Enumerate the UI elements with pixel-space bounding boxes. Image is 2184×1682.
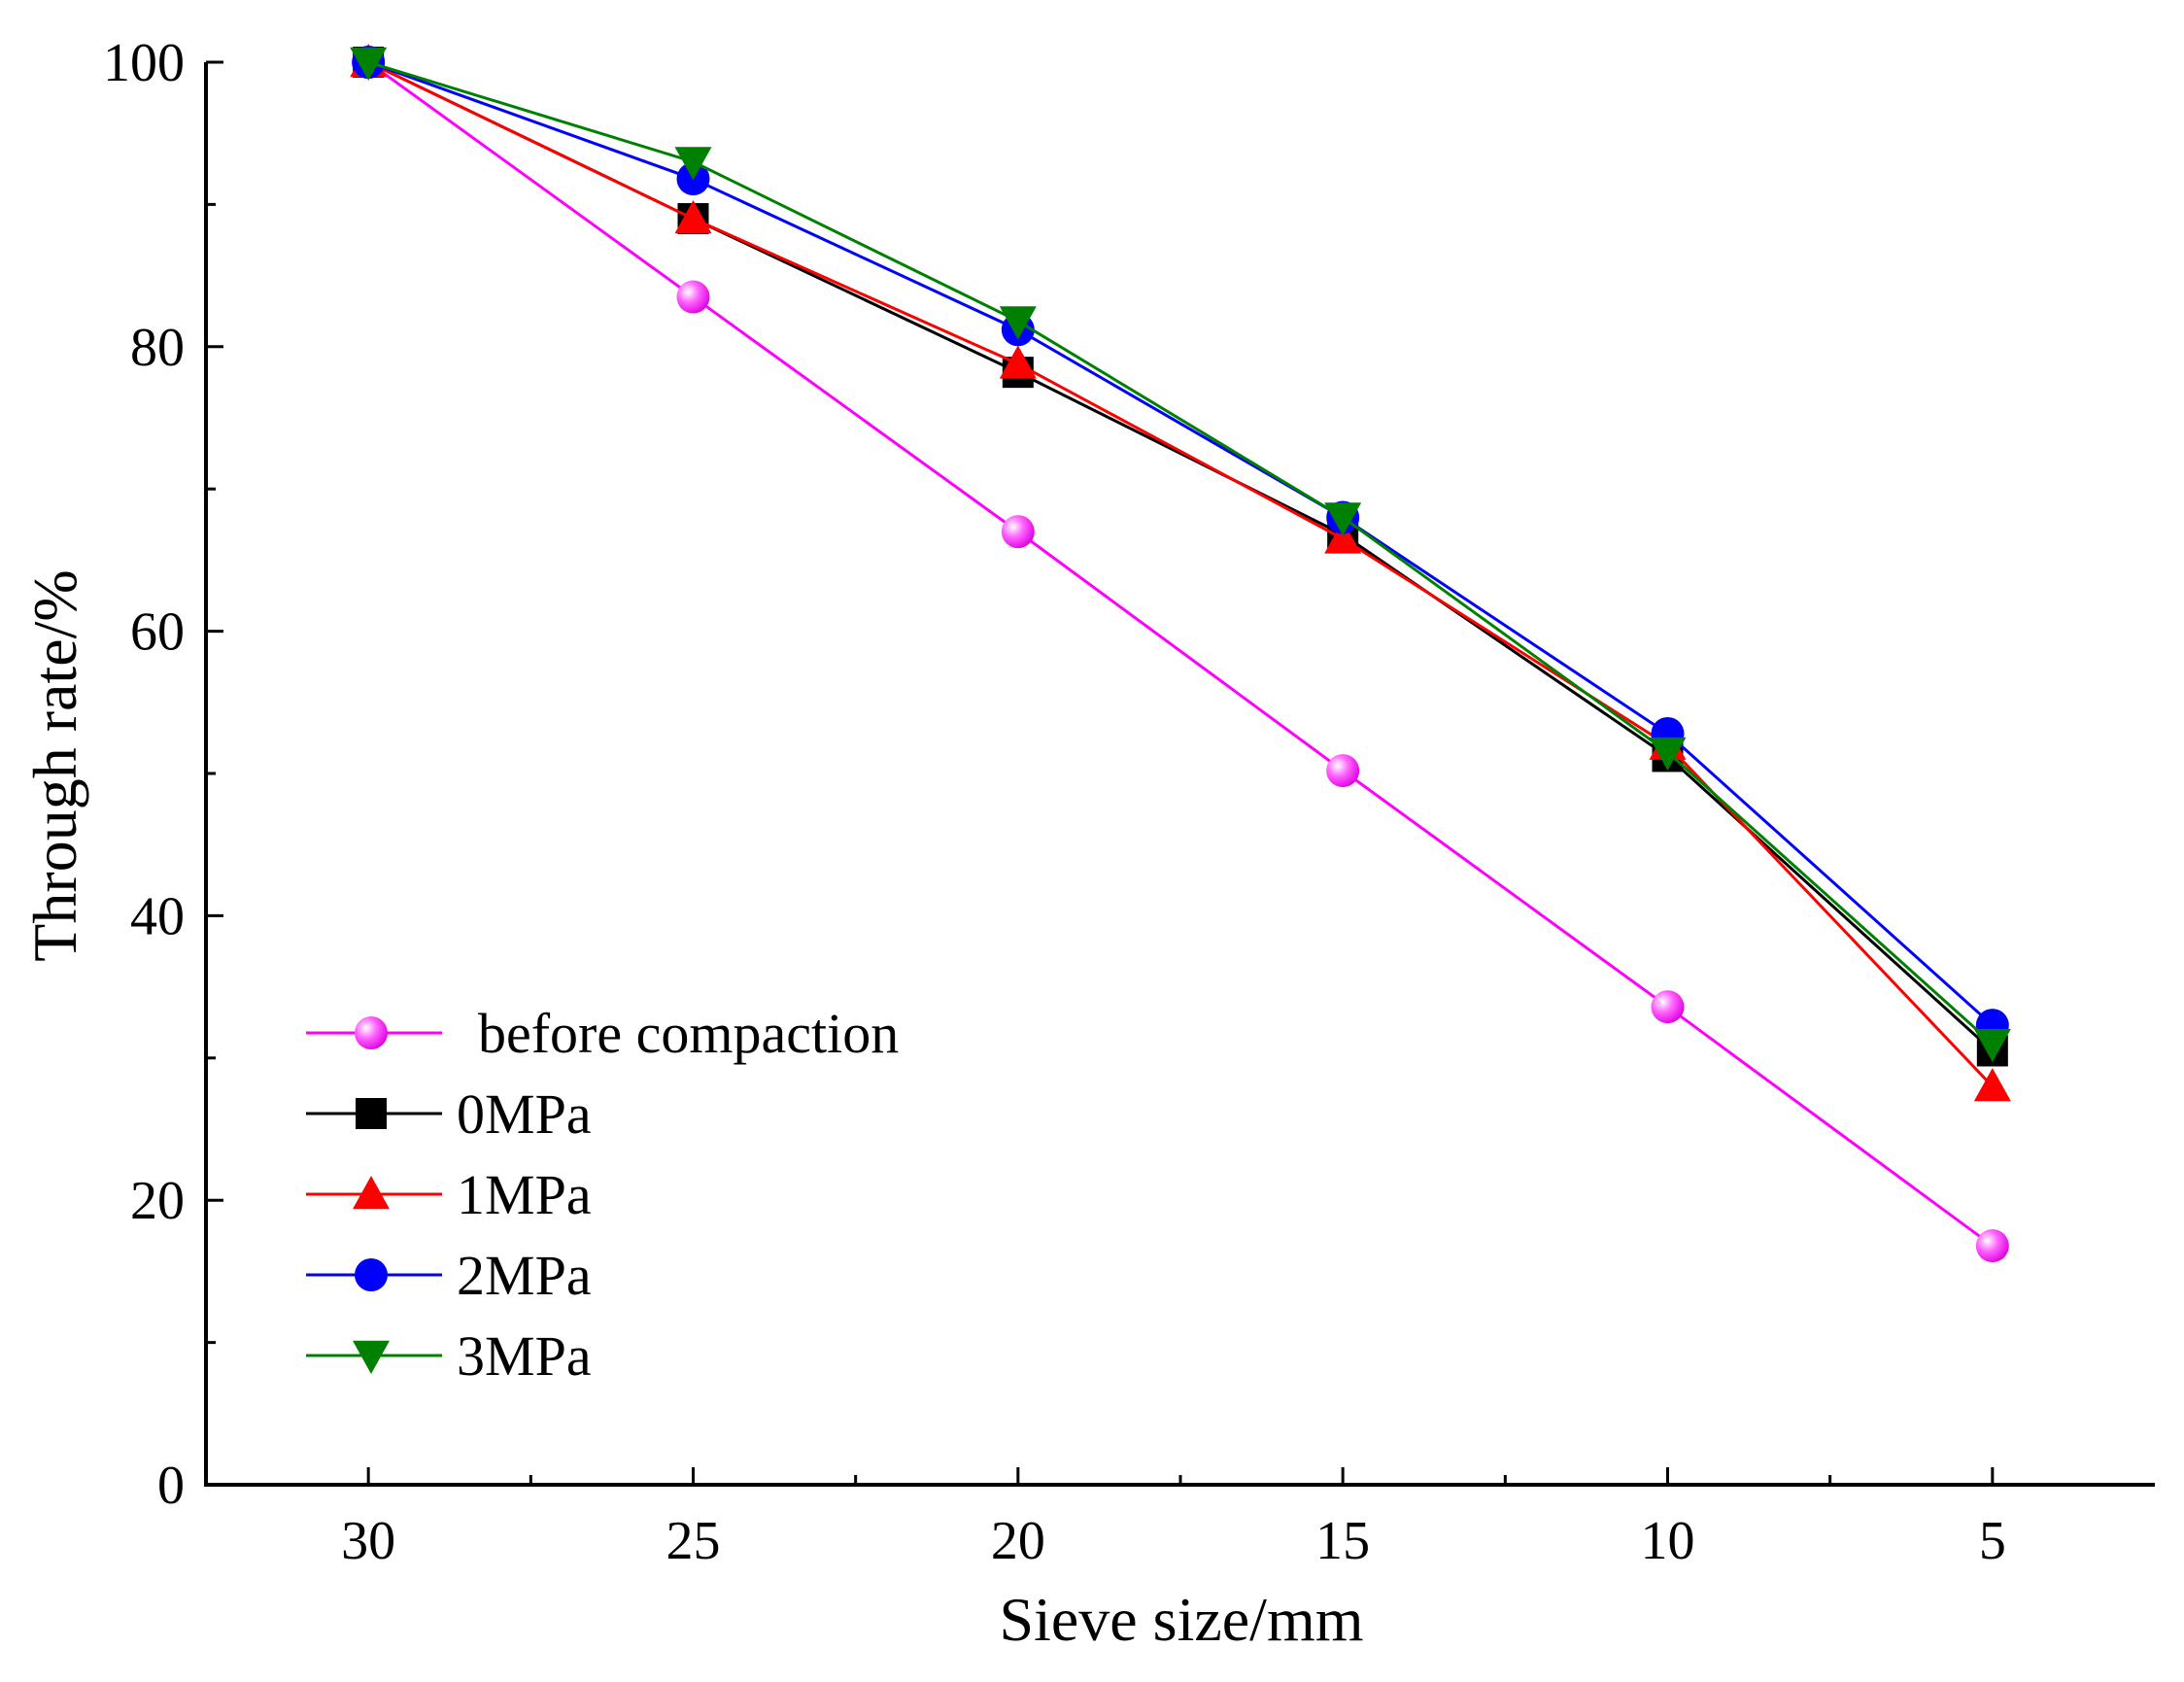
data-point [999,345,1037,379]
legend-item: before compaction [306,1002,899,1065]
series-3mpa [350,47,2011,1063]
series-line [367,60,1994,1046]
data-point [1326,754,1360,788]
y-tick-label: 20 [130,1171,185,1231]
legend-marker [353,1176,390,1210]
series-0mpa [353,47,2008,1067]
series-1mpa [350,44,2011,1102]
x-tick-label: 30 [341,1511,395,1571]
legend-item: 3MPa [306,1324,592,1388]
legend-label: 2MPa [457,1244,592,1307]
legend-item: 2MPa [306,1244,592,1307]
data-point [1973,1028,2011,1063]
y-tick-label: 80 [130,318,185,378]
x-tick-label: 15 [1315,1511,1370,1571]
legend-item: 0MPa [306,1082,592,1146]
ticks: 0 20 40 60 80 100 30 25 20 15 10 5 [103,33,2006,1571]
data-point [1975,1229,2009,1263]
legend-marker [353,1340,390,1374]
x-tick-label: 25 [666,1511,721,1571]
data-point [350,47,388,81]
series-2mpa [352,46,2009,1043]
legend-marker [356,1098,387,1129]
y-tick-label: 60 [130,602,185,663]
series-before-compaction [352,46,2009,1263]
legend-label: before compaction [478,1002,899,1065]
data-point [1973,1068,2011,1102]
series-line [367,60,1994,1248]
y-tick-label: 40 [130,886,185,946]
y-tick-label: 100 [103,33,185,93]
legend-label: 3MPa [457,1324,592,1388]
x-tick-label: 5 [1979,1511,2006,1571]
legend-item: 1MPa [306,1163,592,1226]
data-point [1324,502,1362,536]
series-layer [350,44,2011,1263]
data-point [1001,515,1035,549]
legend: before compaction 0MPa 1MPa 2MPa 3MPa [306,1002,899,1388]
data-point [999,306,1037,340]
legend-marker [355,1258,388,1291]
series-line [367,60,1994,1027]
legend-label: 1MPa [457,1163,592,1226]
y-axis-title: Through rate/% [20,569,89,961]
data-point [674,200,712,234]
data-point [1651,990,1685,1024]
x-axis-title: Sieve size/mm [999,1585,1363,1654]
y-tick-label: 0 [157,1456,185,1516]
x-tick-label: 10 [1641,1511,1695,1571]
data-point [1649,737,1687,772]
legend-marker [355,1016,388,1049]
series-line [367,60,1994,1088]
data-point [1324,520,1362,554]
data-point [676,280,710,314]
data-point [674,147,712,181]
series-line [367,60,1994,1052]
legend-label: 0MPa [457,1082,592,1146]
x-tick-label: 20 [991,1511,1045,1571]
